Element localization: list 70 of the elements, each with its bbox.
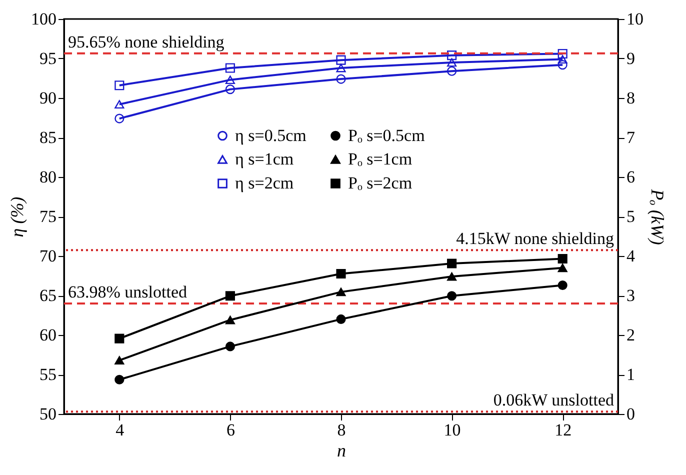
y2-tick-label: 3 [626, 286, 635, 305]
x-tick-label: 4 [116, 420, 125, 440]
point [558, 60, 568, 70]
ref-line-label: 4.15kW none shielding [456, 229, 614, 248]
point [114, 374, 124, 384]
x-tick-label: 8 [337, 420, 346, 440]
point [225, 63, 235, 73]
y2-tick-label: 1 [626, 365, 635, 384]
point [558, 55, 568, 64]
y2-axis-title: Pₒ (kW) [648, 188, 668, 245]
y-tick-label: 100 [31, 10, 56, 28]
point [225, 76, 235, 84]
x-axis-title: n [337, 440, 346, 460]
y2-tick-label: 10 [626, 10, 644, 28]
point [336, 288, 346, 296]
y2-tick-label: 2 [626, 326, 635, 344]
point [558, 254, 568, 264]
x-tick-label: 12 [554, 420, 572, 440]
y2-tick-label: 6 [626, 168, 635, 186]
point [225, 342, 235, 352]
point [336, 268, 346, 279]
ref-line-label: 0.06kW unslotted [493, 390, 614, 410]
y-tick-label: 95 [40, 49, 56, 68]
legend-label: Pₒ s=2cm [348, 174, 412, 192]
point [447, 291, 457, 301]
y-tick-label: 60 [40, 326, 56, 344]
point [225, 84, 235, 94]
y-axis-title: η (%) [7, 196, 27, 238]
point [114, 80, 124, 90]
point [225, 316, 235, 324]
y2-tick-label: 9 [626, 49, 635, 68]
point [336, 314, 346, 324]
y-tick-label: 75 [40, 207, 56, 226]
y2-tick-label: 7 [626, 128, 636, 147]
legend-label: η s=2cm [235, 174, 294, 192]
point [225, 291, 235, 301]
point [114, 334, 124, 344]
point [114, 114, 124, 124]
point [447, 258, 457, 268]
x-tick-label: 10 [444, 420, 461, 440]
point [336, 64, 346, 72]
ref-line-label: 63.98% unslotted [68, 282, 188, 302]
y2-tick-label: 5 [626, 207, 635, 226]
y-tick-label: 70 [40, 246, 56, 266]
x-tick-label: 6 [226, 420, 235, 440]
point [114, 356, 124, 365]
y-tick-label: 80 [40, 168, 56, 186]
y-tick-label: 55 [40, 365, 56, 384]
legend-label: Pₒ s=1cm [348, 150, 412, 168]
point [447, 66, 457, 76]
y-tick-label: 90 [40, 88, 56, 108]
y2-tick-label: 0 [626, 404, 635, 424]
point [558, 264, 568, 272]
point [447, 272, 457, 281]
legend-label: η s=1cm [235, 150, 294, 168]
legend-label: η s=0.5cm [235, 126, 306, 145]
y-tick-label: 50 [40, 404, 56, 424]
y-tick-label: 65 [40, 286, 56, 305]
point [447, 50, 457, 60]
ref-line-label: 95.65% none shielding [68, 32, 225, 52]
point [558, 48, 568, 59]
y-tick-label: 85 [40, 128, 56, 147]
legend-label: Pₒ s=0.5cm [348, 126, 425, 145]
point [558, 280, 568, 290]
point [114, 100, 124, 109]
y2-tick-label: 4 [626, 246, 636, 266]
point [336, 55, 346, 65]
y2-tick-label: 8 [626, 88, 635, 108]
point [336, 74, 346, 84]
point [447, 58, 457, 67]
